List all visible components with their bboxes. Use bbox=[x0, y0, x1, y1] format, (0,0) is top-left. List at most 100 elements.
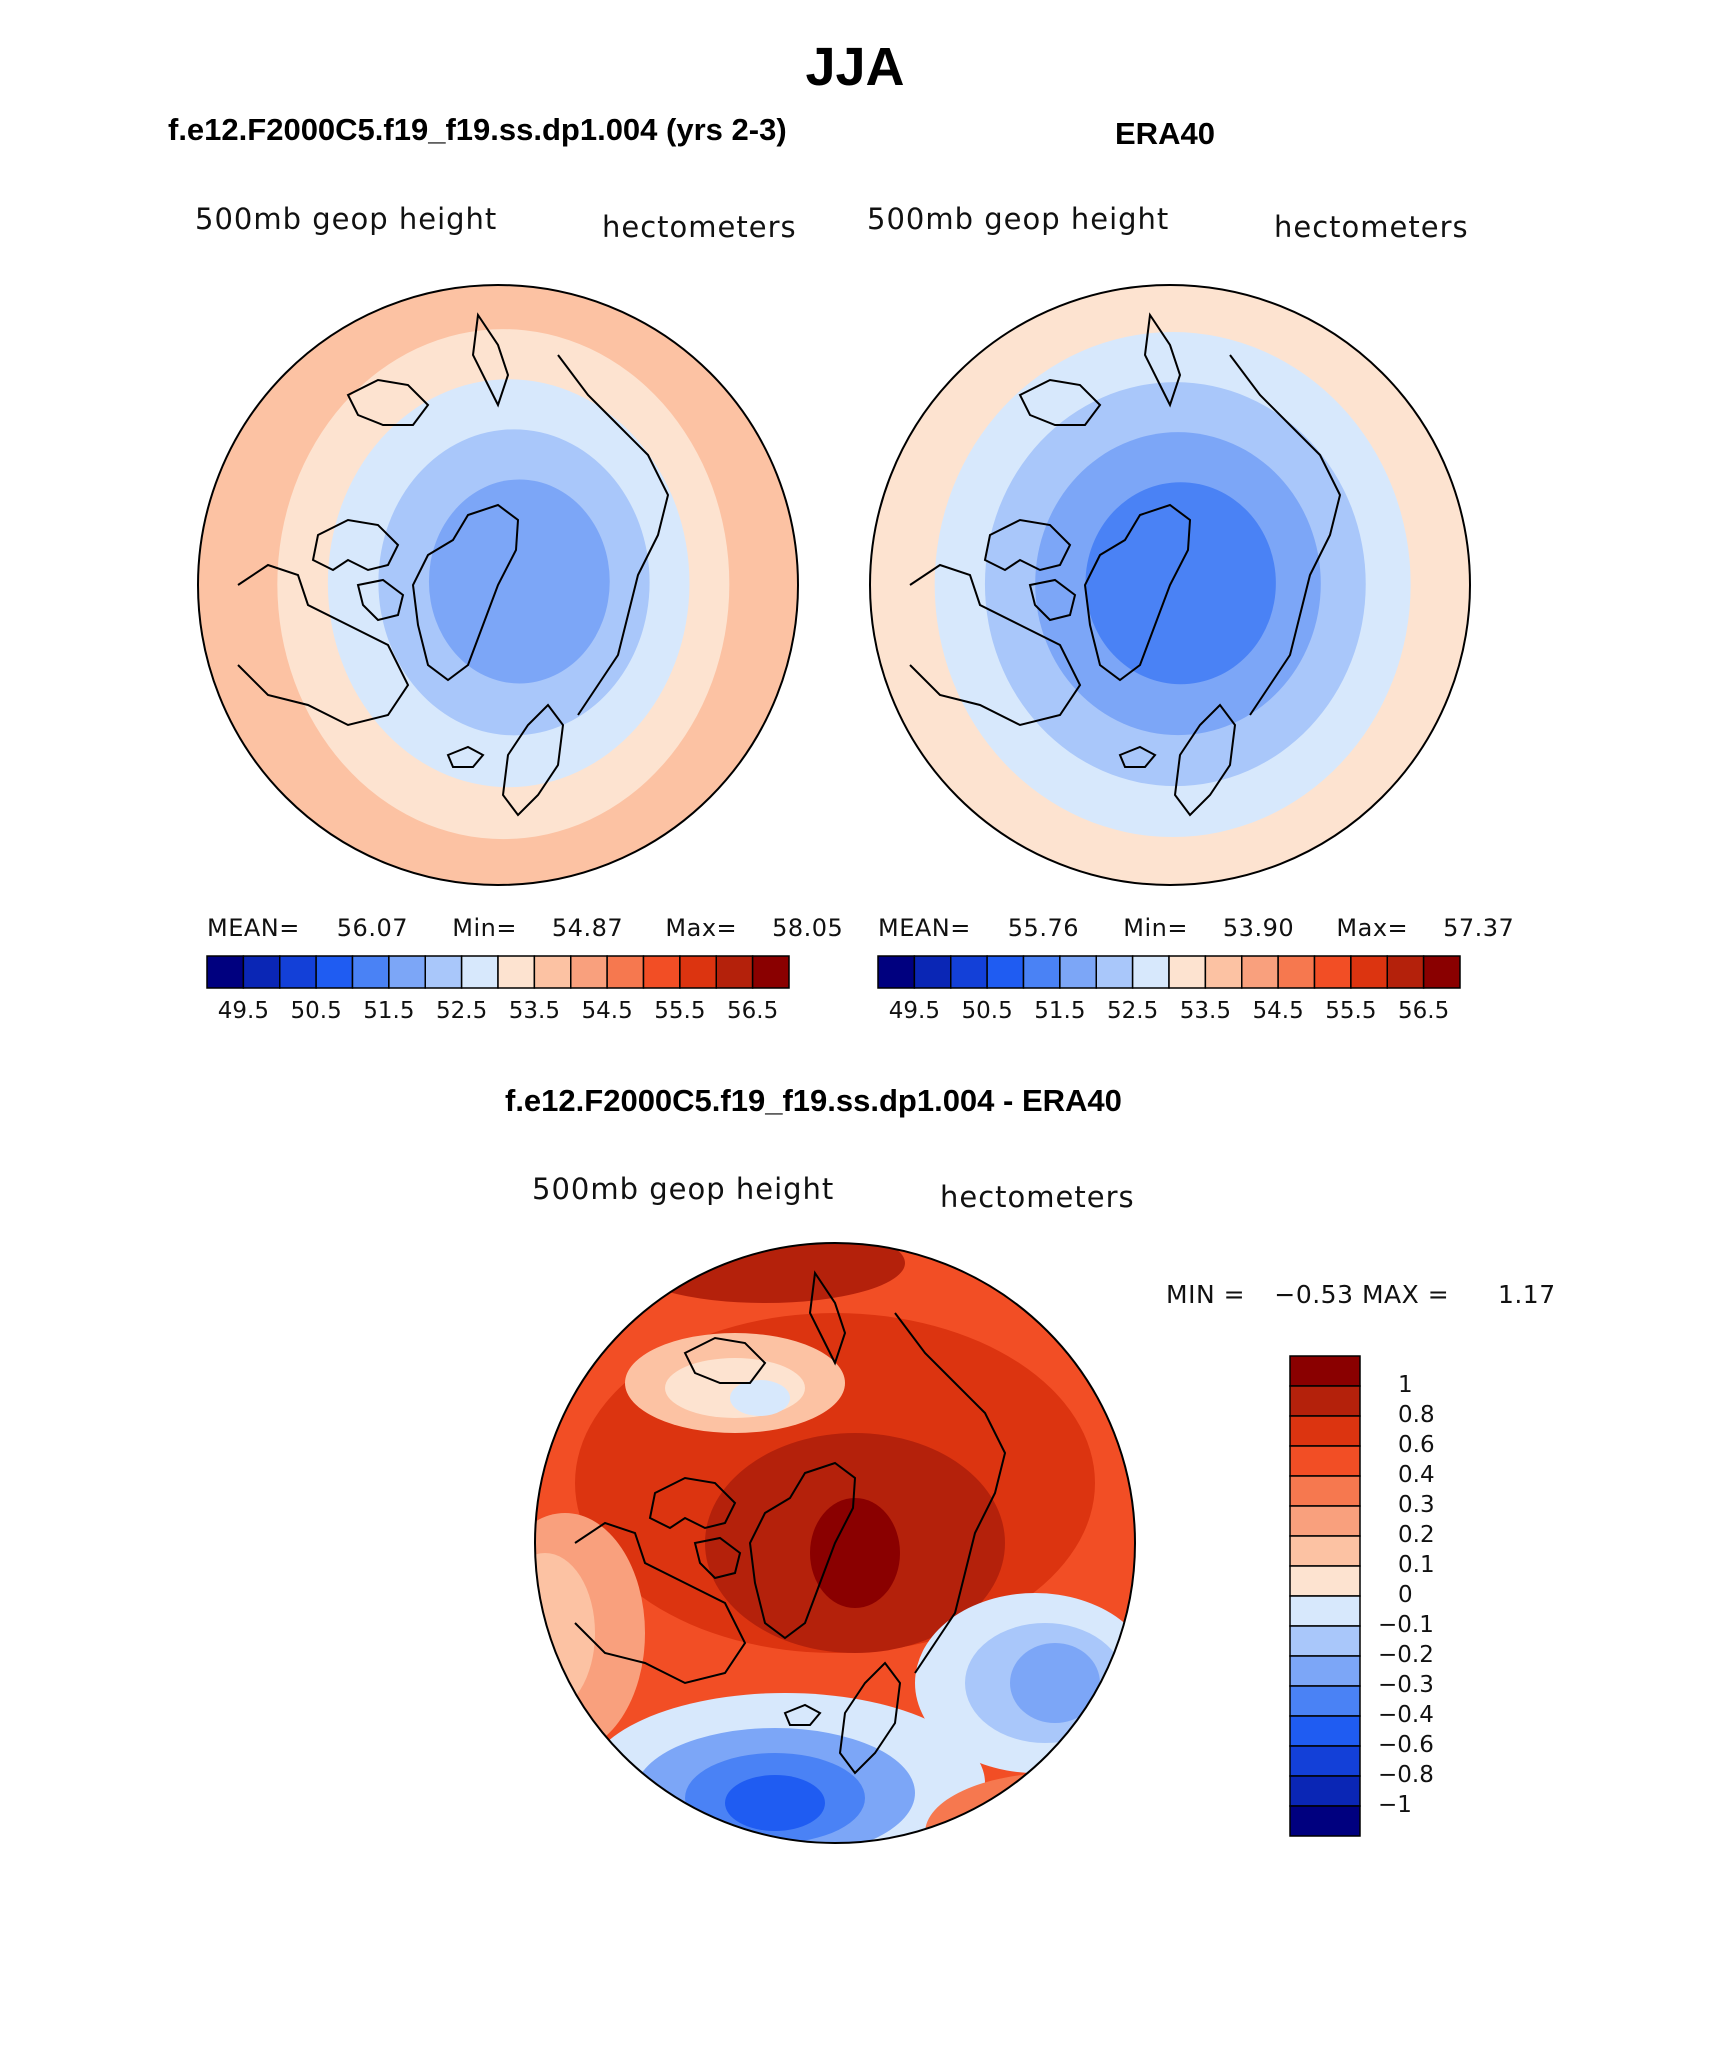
colorbar-box bbox=[1241, 955, 1279, 989]
min-label: Min= bbox=[1123, 914, 1188, 942]
colorbar-ticks-model: 49.5 50.5 51.5 52.5 53.5 54.5 55.5 56.5 bbox=[207, 998, 789, 1028]
page-title: JJA bbox=[805, 37, 905, 97]
coastline bbox=[346, 378, 430, 426]
coastline bbox=[1028, 578, 1077, 622]
min-label: MIN = bbox=[1166, 1280, 1246, 1309]
coastline bbox=[574, 1521, 747, 1685]
colorbar-tick-label: 56.5 bbox=[727, 998, 779, 1024]
colorbar-box bbox=[642, 955, 681, 989]
polar-map-diff bbox=[534, 1242, 1136, 1844]
field-contour bbox=[535, 1553, 595, 1713]
mean-label: MEAN= bbox=[878, 914, 971, 942]
colorbar-box bbox=[1022, 955, 1061, 989]
coastline bbox=[311, 518, 400, 572]
colorbar-tick-label: −0.3 bbox=[1378, 1672, 1434, 1698]
min-value: 54.87 bbox=[551, 914, 624, 942]
coastline bbox=[1118, 745, 1157, 768]
colorbar-model bbox=[206, 955, 790, 989]
colorbar-box bbox=[1289, 1475, 1361, 1507]
min-value: 53.90 bbox=[1222, 914, 1295, 942]
coastline bbox=[411, 503, 520, 682]
colorbar-box bbox=[1204, 955, 1243, 989]
colorbar-ticks-diff: 1 0.8 0.6 0.4 0.3 0.2 0.1 0 −0.1 −0.2 −0.3 −0.4 −0.6… bbox=[1378, 1356, 1488, 1836]
colorbar-box bbox=[606, 955, 645, 989]
coastline bbox=[909, 563, 1082, 727]
colorbar-tick-label: 51.5 bbox=[363, 998, 415, 1024]
coastline bbox=[748, 1461, 857, 1640]
colorbar-box bbox=[533, 955, 572, 989]
field-contour bbox=[810, 1498, 900, 1608]
field-contour bbox=[625, 1243, 905, 1303]
max-value: 1.17 bbox=[1497, 1280, 1556, 1309]
colorbar-box bbox=[206, 955, 245, 989]
colorbar-box bbox=[1289, 1715, 1361, 1747]
colorbar-box bbox=[1422, 955, 1461, 989]
colorbar-tick-label: 50.5 bbox=[961, 998, 1013, 1024]
colorbar-box bbox=[751, 955, 790, 989]
coastline bbox=[501, 703, 565, 817]
units-label-obs: hectometers bbox=[1274, 210, 1469, 244]
minmax-diff: MIN = −0.53 MAX = 1.17 bbox=[1166, 1280, 1556, 1309]
coastline bbox=[683, 1336, 767, 1384]
min-value: −0.53 bbox=[1274, 1280, 1354, 1309]
colorbar-box bbox=[1289, 1565, 1361, 1597]
field-contour bbox=[725, 1775, 825, 1831]
colorbar-box bbox=[1059, 955, 1097, 989]
colorbar-box bbox=[1289, 1445, 1361, 1477]
field-contour bbox=[1010, 1643, 1100, 1723]
colorbar-obs bbox=[877, 955, 1461, 989]
colorbar-box bbox=[913, 955, 952, 989]
polar-map-obs bbox=[869, 284, 1471, 886]
panel-title-diff: f.e12.F2000C5.f19_f19.ss.dp1.004 - ERA40 bbox=[505, 1083, 1122, 1118]
colorbar-tick-label: 49.5 bbox=[888, 998, 940, 1024]
colorbar-box bbox=[1289, 1685, 1361, 1717]
field-layer bbox=[535, 1243, 1135, 1843]
colorbar-box bbox=[1289, 1625, 1361, 1657]
colorbar-tick-label: 0.4 bbox=[1398, 1462, 1435, 1488]
colorbar-box bbox=[1289, 1655, 1361, 1687]
colorbar-tick-label: 54.5 bbox=[581, 998, 633, 1024]
coastline bbox=[1229, 354, 1342, 716]
colorbar-box bbox=[424, 955, 463, 989]
colorbar-box bbox=[1289, 1535, 1361, 1567]
units-label-model: hectometers bbox=[602, 210, 797, 244]
colorbar-box bbox=[1289, 1745, 1361, 1777]
colorbar-box bbox=[570, 955, 608, 989]
max-label: Max= bbox=[665, 914, 738, 942]
coastline bbox=[1018, 378, 1102, 426]
coastline bbox=[237, 563, 410, 727]
colorbar-box bbox=[242, 955, 281, 989]
colorbar-box bbox=[1289, 1505, 1361, 1537]
max-value: 57.37 bbox=[1443, 914, 1515, 942]
max-value: 58.05 bbox=[772, 914, 844, 942]
colorbar-box bbox=[715, 955, 754, 989]
colorbar-box bbox=[315, 955, 354, 989]
coastline bbox=[1173, 703, 1237, 817]
colorbar-box bbox=[460, 955, 499, 989]
colorbar-box bbox=[1289, 1805, 1361, 1837]
colorbar-tick-label: 0.8 bbox=[1398, 1402, 1435, 1428]
variable-label-diff: 500mb geop height bbox=[532, 1172, 835, 1206]
field-contour bbox=[1085, 482, 1276, 685]
max-label: MAX = bbox=[1361, 1280, 1450, 1309]
field-layer bbox=[870, 285, 1470, 885]
colorbar-tick-label: 1 bbox=[1398, 1372, 1413, 1398]
colorbar-tick-label: 55.5 bbox=[654, 998, 706, 1024]
colorbar-box bbox=[1386, 955, 1425, 989]
colorbar-tick-label: 51.5 bbox=[1034, 998, 1086, 1024]
coastline bbox=[1083, 503, 1192, 682]
coastline bbox=[446, 745, 485, 768]
stats-model: MEAN= 56.07 Min= 54.87 Max= 58.05 bbox=[207, 914, 843, 942]
colorbar-tick-label: 53.5 bbox=[1179, 998, 1231, 1024]
variable-label-model: 500mb geop height bbox=[195, 202, 498, 236]
coastline bbox=[808, 1270, 847, 1366]
variable-label-obs: 500mb geop height bbox=[867, 202, 1170, 236]
colorbar-box bbox=[388, 955, 426, 989]
colorbar-tick-label: 52.5 bbox=[1107, 998, 1159, 1024]
colorbar-box bbox=[986, 955, 1025, 989]
field-contour bbox=[925, 1773, 1135, 1843]
colorbar-ticks-obs: 49.5 50.5 51.5 52.5 53.5 54.5 55.5 56.5 bbox=[878, 998, 1460, 1028]
colorbar-box bbox=[1289, 1385, 1361, 1417]
colorbar-tick-label: 53.5 bbox=[508, 998, 560, 1024]
panel-title-obs: ERA40 bbox=[1115, 116, 1215, 151]
